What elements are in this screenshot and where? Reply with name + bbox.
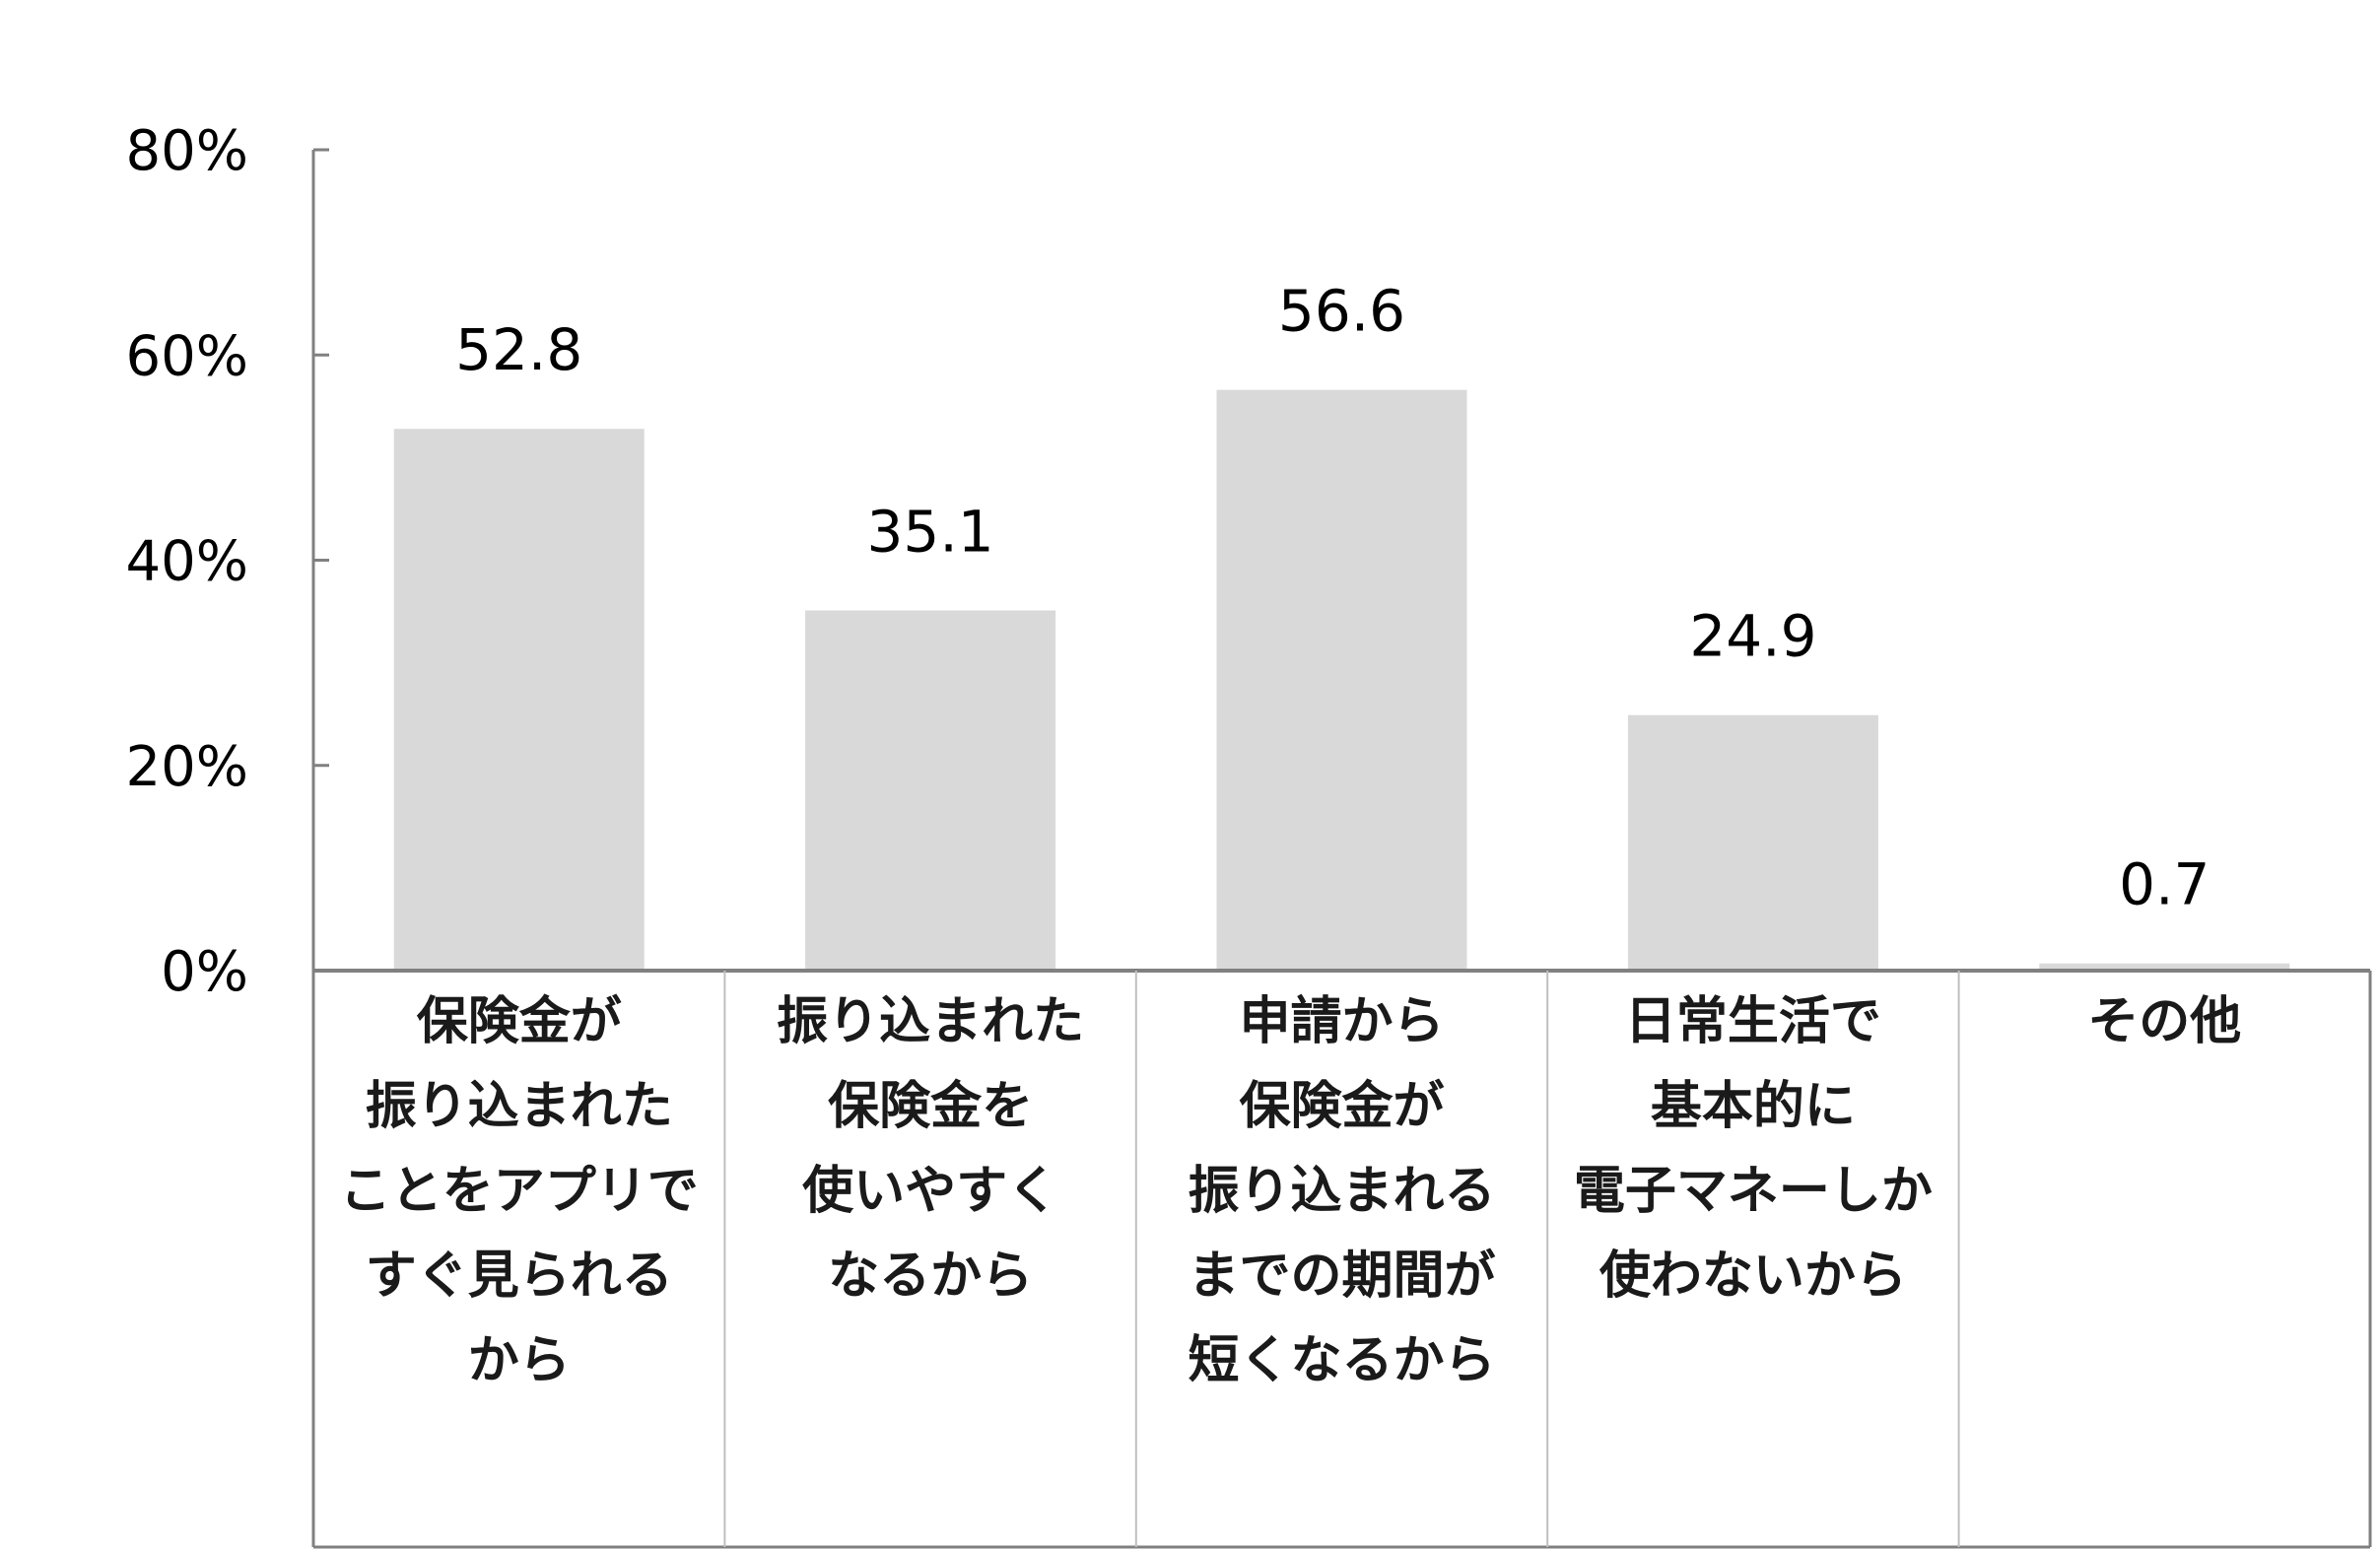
category-label-line: 保険金が xyxy=(417,992,622,1051)
category-table: 保険金が振り込まれたことをアプリですぐ見られるから振り込まれた保険金を使いやすく… xyxy=(311,969,2372,1549)
category-label-line: 振り込まれた xyxy=(777,992,1084,1051)
bar xyxy=(805,610,1056,971)
category-label-line: ことをアプリで xyxy=(340,1162,699,1221)
category-label-line: すぐ見られる xyxy=(366,1247,673,1306)
category-label-line: なるから xyxy=(828,1247,1033,1306)
category-label-line: 保険金を xyxy=(828,1077,1033,1136)
data-label: 0.7 xyxy=(2119,851,2210,918)
category-label: その他 xyxy=(2087,992,2241,1051)
category-label-line: 保険金が xyxy=(1239,1077,1444,1136)
y-tick-label: 60% xyxy=(126,324,248,388)
category-label-line: 振り込まれた xyxy=(366,1077,673,1136)
category-label: 申請から保険金が振り込まれるまでの期間が短くなるから xyxy=(1188,992,1495,1390)
category-label: 保険金が振り込まれたことをアプリですぐ見られるから xyxy=(340,992,699,1390)
data-label: 24.9 xyxy=(1689,603,1816,670)
category-label-line: 電子マネーしか xyxy=(1574,1162,1933,1221)
data-label: 35.1 xyxy=(867,499,994,566)
category-label-line: 振り込まれる xyxy=(1188,1162,1495,1221)
y-tick-label: 40% xyxy=(126,530,248,594)
value-labels: 52.8 35.1 56.6 24.9 0.7 xyxy=(455,278,2210,918)
category-label-line: までの期間が xyxy=(1188,1247,1495,1306)
y-axis: 0% 20% 40% 60% 80% xyxy=(126,119,329,1004)
y-tick-label: 0% xyxy=(161,940,248,1004)
bar xyxy=(1216,389,1467,972)
category-label-line: 短くなるから xyxy=(1188,1331,1495,1390)
category-label-line: 申請から xyxy=(1239,992,1444,1051)
data-label: 56.6 xyxy=(1278,278,1405,345)
category-label-line: 基本的に xyxy=(1651,1077,1856,1136)
category-label-line: から xyxy=(468,1331,571,1390)
bar xyxy=(1627,714,1878,971)
category-label-line: 使わないから xyxy=(1598,1247,1907,1306)
y-tick-label: 80% xyxy=(126,119,248,183)
bar xyxy=(2039,963,2290,971)
category-label-line: その他 xyxy=(2087,992,2241,1051)
category-label-line: 日常生活で xyxy=(1625,992,1881,1051)
category-label: 振り込まれた保険金を使いやすくなるから xyxy=(777,992,1084,1306)
category-label-line: 使いやすく xyxy=(801,1162,1058,1221)
data-label: 52.8 xyxy=(455,316,582,383)
bars xyxy=(393,389,2290,972)
y-tick-label: 20% xyxy=(126,735,248,799)
category-label: 日常生活で基本的に電子マネーしか使わないから xyxy=(1574,992,1933,1306)
bar xyxy=(393,429,645,972)
